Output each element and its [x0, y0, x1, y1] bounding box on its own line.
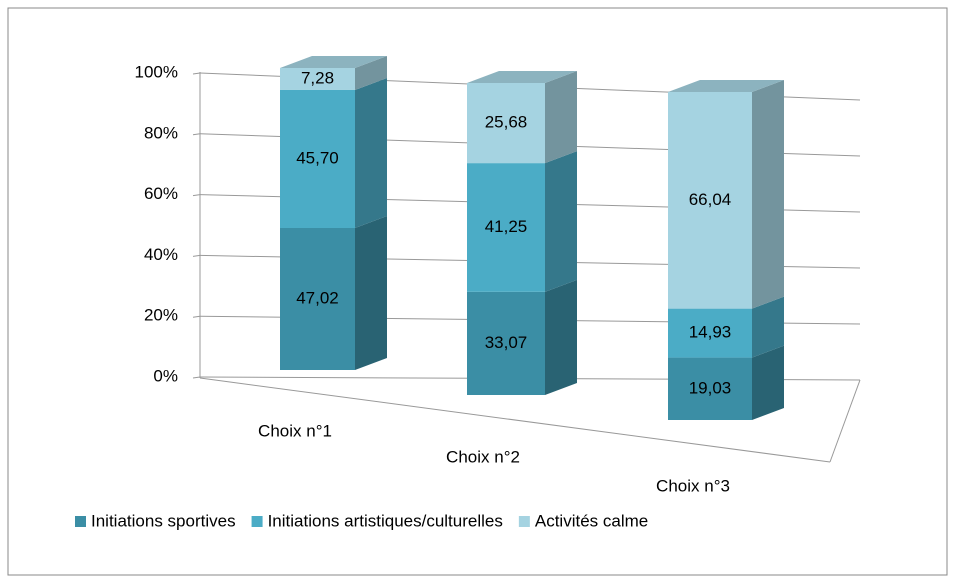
bar-front [668, 357, 752, 420]
tick-mark [192, 376, 201, 379]
data-label: 19,03 [689, 378, 732, 397]
y-tick-label: 100% [135, 62, 178, 81]
bar-side [355, 56, 387, 90]
bar-front [280, 68, 355, 90]
y-tick-label: 80% [144, 123, 178, 142]
x-tick-label: Choix n°1 [258, 421, 332, 440]
tick-mark [192, 72, 201, 75]
floor-front-edge [199, 377, 831, 463]
bar-side [355, 77, 387, 228]
x-tick-label: Choix n°2 [446, 447, 520, 466]
data-label: 14,93 [689, 323, 732, 342]
bar-front [668, 308, 752, 358]
tick-mark [192, 254, 201, 257]
bar-front [280, 227, 355, 370]
bar-side [355, 215, 387, 370]
bar-front [280, 89, 355, 228]
legend-label: Initiations artistiques/culturelles [268, 511, 503, 530]
data-label: 66,04 [689, 190, 732, 209]
y-tick-label: 20% [144, 306, 178, 325]
bar-side [752, 345, 784, 420]
data-label: 25,68 [485, 113, 528, 132]
tick-mark [192, 133, 201, 136]
legend-swatch [251, 516, 263, 527]
bar-side [545, 151, 577, 292]
data-label: 7,28 [301, 68, 334, 87]
bar-side [752, 80, 784, 309]
bar-top [280, 56, 387, 68]
legend-label: Activités calme [535, 511, 648, 530]
bar-front [668, 92, 752, 309]
data-label: 33,07 [485, 333, 528, 352]
bar-side [545, 279, 577, 395]
tick-mark [192, 315, 201, 318]
bar-front [467, 163, 545, 292]
x-tick-label: Choix n°3 [656, 476, 730, 495]
bar-top [668, 80, 784, 92]
bar-front [467, 291, 545, 395]
data-label: 45,70 [296, 148, 339, 167]
bar-side [752, 296, 784, 358]
floor-right-edge [829, 379, 861, 463]
data-label: 41,25 [485, 217, 528, 236]
legend-swatch [518, 516, 530, 527]
data-label: 47,02 [296, 288, 339, 307]
bar-side [545, 71, 577, 164]
legend-swatch [75, 516, 86, 527]
y-tick-label: 40% [144, 245, 178, 264]
tick-mark [192, 194, 201, 197]
y-tick-label: 0% [153, 366, 178, 385]
y-tick-label: 60% [144, 184, 178, 203]
bar-top [467, 71, 577, 83]
bar-front [467, 83, 545, 164]
legend-label: Initiations sportives [91, 511, 236, 530]
